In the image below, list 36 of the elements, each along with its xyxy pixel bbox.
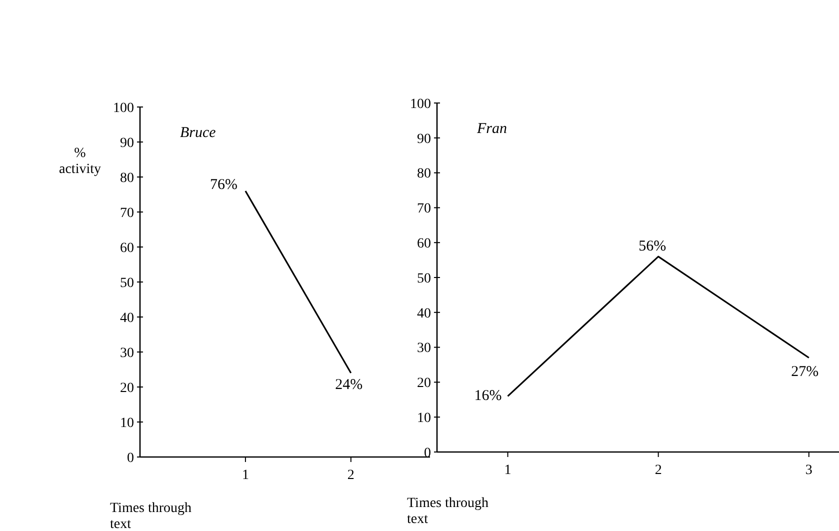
data-label: 16% [474,388,502,404]
text: Fran [476,121,507,137]
y-tick-label: 60 [120,240,134,256]
x-tick-label: 2 [654,463,662,478]
x-axis-title: Times through text [110,501,192,531]
y-tick-label: 80 [120,170,134,186]
x-tick-label: 3 [805,463,812,478]
y-tick-label: 90 [417,132,431,147]
data-label: 24% [335,377,363,393]
y-tick-label: 30 [417,341,431,356]
y-tick-label: 10 [417,411,431,426]
y-tick-label: 50 [120,276,134,291]
y-tick-label: 80 [417,166,431,182]
y-tick-label: 40 [120,310,134,326]
y-tick-label: 20 [120,380,134,396]
y-tick-label: 100 [113,100,134,116]
y-tick-label: 70 [120,206,134,221]
y-tick-label: 70 [417,202,431,217]
data-label: 76% [210,177,238,193]
x-tick-label: 2 [347,468,354,483]
data-label: 27% [791,364,819,380]
y-axis-title: % activity [59,146,101,177]
y-tick-label: 30 [120,346,134,361]
x-tick-label: 1 [242,468,249,483]
y-tick-label: 10 [120,416,134,431]
data-label: 56% [638,238,666,255]
y-tick-label: 20 [417,376,431,392]
text: Bruce [180,125,216,141]
y-tick-label: 50 [417,271,431,286]
y-tick-label: 90 [120,136,134,151]
y-tick-label: 100 [410,96,431,112]
y-tick-label: 40 [417,306,431,322]
y-tick-label: 60 [417,236,431,252]
x-tick-label: 1 [504,463,512,478]
x-axis-title: Times through text [407,496,489,527]
y-tick-label: 0 [127,450,134,466]
